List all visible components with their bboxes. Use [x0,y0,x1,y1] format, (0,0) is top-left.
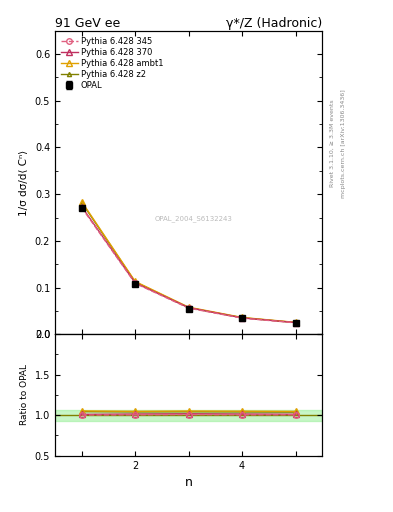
Pythia 6.428 345 [79,205,84,211]
Y-axis label: 1/σ dσ/d⟨ Cⁿ⟩: 1/σ dσ/d⟨ Cⁿ⟩ [19,150,29,216]
Legend: Pythia 6.428 345, Pythia 6.428 370, Pythia 6.428 ambt1, Pythia 6.428 z2, OPAL: Pythia 6.428 345, Pythia 6.428 370, Pyth… [57,33,167,93]
Bar [55,410,322,421]
Pythia 6.428 ambt1 [133,279,138,285]
Pythia 6.428 z2 [293,319,298,326]
Pythia 6.428 370 [79,204,84,210]
Y-axis label: Ratio to OPAL: Ratio to OPAL [20,365,29,425]
Pythia 6.428 370 [240,315,244,321]
Pythia 6.428 345 [240,315,244,321]
Pythia 6.428 370 [293,319,298,326]
Line: Pythia 6.428 370: Pythia 6.428 370 [79,204,298,325]
Pythia 6.428 ambt1 [79,199,84,205]
Text: mcplots.cern.ch [arXiv:1306.3436]: mcplots.cern.ch [arXiv:1306.3436] [342,89,346,198]
Pythia 6.428 345 [293,320,298,326]
Pythia 6.428 370 [186,305,191,311]
Text: 91 GeV ee: 91 GeV ee [55,16,120,30]
Pythia 6.428 z2 [79,200,84,206]
X-axis label: n: n [185,476,193,489]
Text: Rivet 3.1.10, ≥ 3.3M events: Rivet 3.1.10, ≥ 3.3M events [330,99,334,187]
Pythia 6.428 ambt1 [186,304,191,310]
Pythia 6.428 z2 [186,305,191,311]
Pythia 6.428 345 [186,305,191,311]
Text: γ*/Z (Hadronic): γ*/Z (Hadronic) [226,16,322,30]
Pythia 6.428 ambt1 [293,319,298,326]
Line: Pythia 6.428 ambt1: Pythia 6.428 ambt1 [79,199,298,325]
Text: OPAL_2004_S6132243: OPAL_2004_S6132243 [155,216,233,222]
Pythia 6.428 ambt1 [240,314,244,321]
Pythia 6.428 345 [133,280,138,286]
Line: Pythia 6.428 345: Pythia 6.428 345 [79,205,298,326]
Line: Pythia 6.428 z2: Pythia 6.428 z2 [80,201,298,325]
Pythia 6.428 370 [133,280,138,286]
Pythia 6.428 z2 [240,314,244,321]
Pythia 6.428 z2 [133,279,138,285]
